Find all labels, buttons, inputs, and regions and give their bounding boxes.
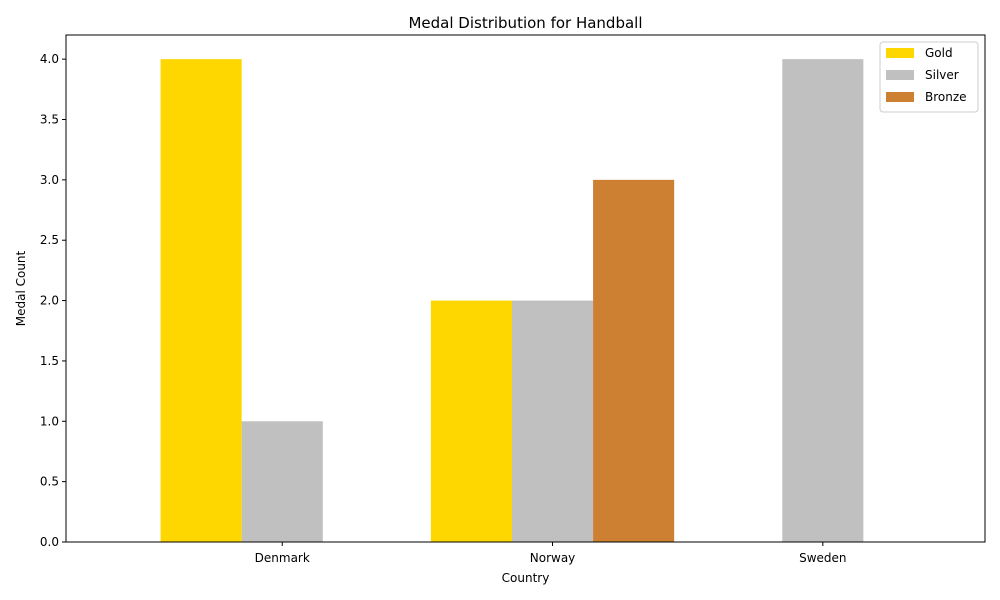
y-tick-label: 3.0 [40, 173, 59, 187]
x-tick-label: Denmark [255, 551, 310, 565]
y-tick-label: 1.0 [40, 414, 59, 428]
x-tick-label: Sweden [799, 551, 846, 565]
bar-gold-denmark [160, 59, 242, 543]
plot-frame [65, 34, 986, 543]
y-tick-label: 1.5 [40, 354, 59, 368]
x-axis-label: Country [502, 571, 550, 585]
chart-title: Medal Distribution for Handball [408, 14, 642, 32]
y-tick-label: 4.0 [40, 52, 59, 66]
legend: Gold Silver Bronze [879, 41, 979, 113]
legend-swatch-silver [886, 70, 914, 80]
y-axis: 0.0 0.5 1.0 1.5 2.0 2.5 3.0 3.5 4.0 [40, 52, 66, 549]
bar-silver-denmark [241, 421, 323, 542]
bar-gold-norway [430, 300, 512, 542]
y-tick-label: 0.0 [40, 535, 59, 549]
y-axis-label: Medal Count [14, 250, 28, 326]
bar-silver-norway [511, 300, 594, 542]
bar-silver-sweden [782, 59, 864, 543]
legend-label-gold: Gold [925, 46, 953, 60]
bar-bronze-norway [593, 179, 675, 542]
x-tick-label: Norway [530, 551, 576, 565]
y-tick-label: 2.0 [40, 294, 59, 308]
y-tick-label: 2.5 [40, 233, 59, 247]
bars-group [160, 59, 864, 543]
legend-label-bronze: Bronze [925, 90, 967, 104]
x-axis: Denmark Norway Sweden [255, 542, 847, 565]
legend-swatch-bronze [886, 92, 914, 102]
legend-label-silver: Silver [925, 68, 959, 82]
legend-swatch-gold [886, 48, 914, 58]
y-tick-label: 3.5 [40, 113, 59, 127]
y-tick-label: 0.5 [40, 475, 59, 489]
